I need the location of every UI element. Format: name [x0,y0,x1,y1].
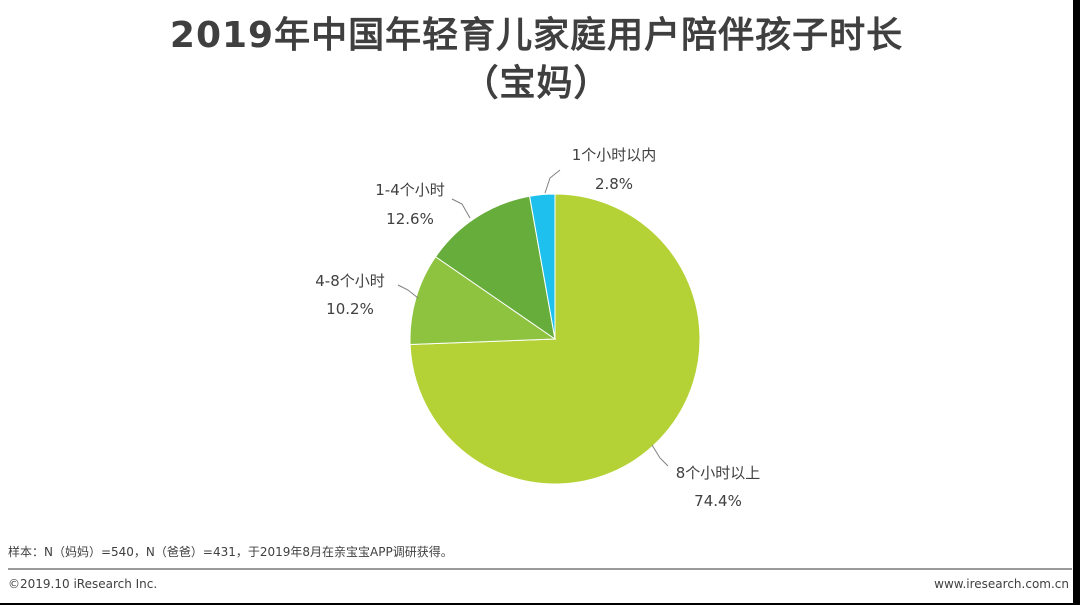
pie-slices [409,193,701,485]
leader-line-0 [544,169,561,194]
slice-label-name-2: 1-4个小时 [375,181,445,199]
copyright-text: ©2019.10 iResearch Inc. [8,577,158,591]
website-link[interactable]: www.iresearch.com.cn [934,577,1069,591]
leader-line-3 [651,444,669,467]
slice-label-name-0: 8个小时以上 [676,464,761,482]
pie-slice-2 [434,195,556,341]
pie-slice-3 [529,193,556,340]
sample-note: 样本：N（妈妈）=540，N（爸爸）=431，于2019年8月在亲宝宝APP调研… [8,545,453,559]
leader-line-2 [397,284,419,299]
pie-slice-1 [409,256,557,345]
leader-line-1 [451,198,471,219]
pie-chart: 8个小时以上 74.4% 4-8个小时 10.2% 1-4个小时 12.6% 1… [315,146,760,510]
slice-label-value-3: 2.8% [595,175,633,193]
leader-lines [397,169,669,467]
slice-label-value-2: 12.6% [386,210,434,228]
slice-labels: 8个小时以上 74.4% 4-8个小时 10.2% 1-4个小时 12.6% 1… [315,146,760,510]
slice-label-value-0: 74.4% [694,492,742,510]
chart-title-line-2: （宝妈） [462,63,611,104]
footer-divider [8,568,1072,570]
slice-label-value-1: 10.2% [326,300,374,318]
chart-title: 2019年中国年轻育儿家庭用户陪伴孩子时长 （宝妈） [0,12,1073,108]
chart-title-line-1: 2019年中国年轻育儿家庭用户陪伴孩子时长 [169,15,904,56]
slice-label-name-1: 4-8个小时 [315,272,385,290]
slice-label-name-3: 1个小时以内 [572,146,657,164]
